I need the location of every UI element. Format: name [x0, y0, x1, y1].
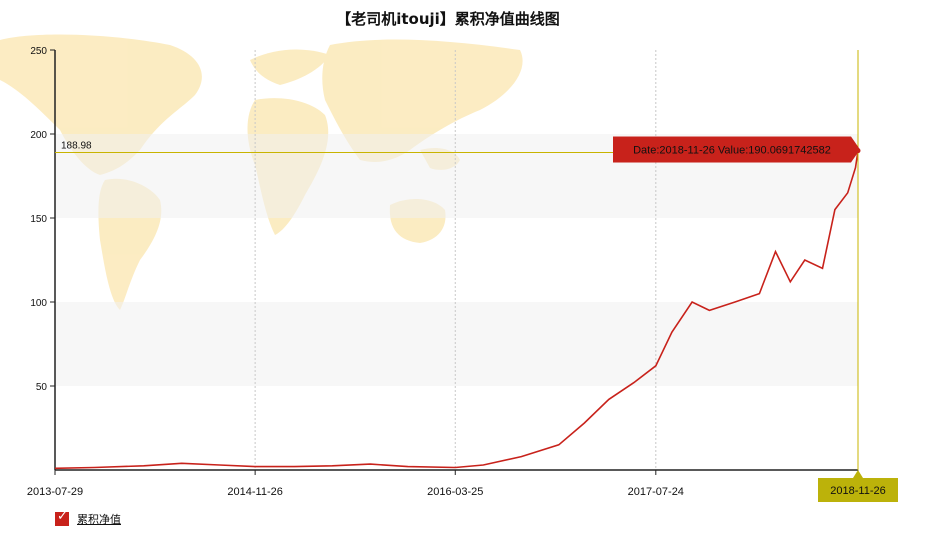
y-tick-label: 250	[30, 46, 47, 57]
x-tick-label: 2016-03-25	[427, 486, 483, 498]
x-badge-box	[818, 478, 898, 502]
crosshair: 188.98 Date:2018-11-26 Value:190.06917425…	[55, 50, 898, 502]
y-tick-label: 150	[30, 214, 47, 225]
series-line-cumulative-nav[interactable]	[54, 150, 859, 470]
x-tick-labels: 2013-07-29 2014-11-26 2016-03-25 2017-07-24	[27, 470, 859, 498]
x-badge-label: 2018-11-26	[830, 485, 885, 497]
axes	[54, 50, 858, 471]
x-tick-label: 2017-07-24	[628, 486, 684, 498]
legend-checkbox[interactable]: ✓	[55, 509, 69, 526]
x-tick-label: 2013-07-29	[27, 486, 83, 498]
chart-title: 【老司机itouji】累积净值曲线图	[336, 10, 560, 28]
tooltip-text: Date:2018-11-26 Value:190.0691742582	[633, 145, 831, 157]
band	[55, 302, 858, 386]
y-tick-label: 200	[30, 130, 47, 141]
tooltip-box	[613, 136, 851, 163]
crosshair-y-value: 188.98	[61, 141, 92, 152]
y-tick-label: 100	[30, 298, 47, 309]
check-icon: ✓	[57, 509, 68, 524]
x-tick-label: 2014-11-26	[227, 486, 282, 498]
legend-item[interactable]: ✓ 累积净值	[55, 509, 121, 527]
legend-label: 累积净值	[77, 513, 121, 526]
series-end-point	[855, 148, 861, 154]
y-tick-labels: 50 100 150 200 250	[30, 46, 55, 393]
x-badge-arrow	[853, 470, 863, 478]
tooltip-arrow	[851, 136, 860, 163]
background-bands	[55, 134, 858, 386]
y-tick-label: 50	[36, 382, 48, 393]
world-map-background	[0, 34, 523, 310]
